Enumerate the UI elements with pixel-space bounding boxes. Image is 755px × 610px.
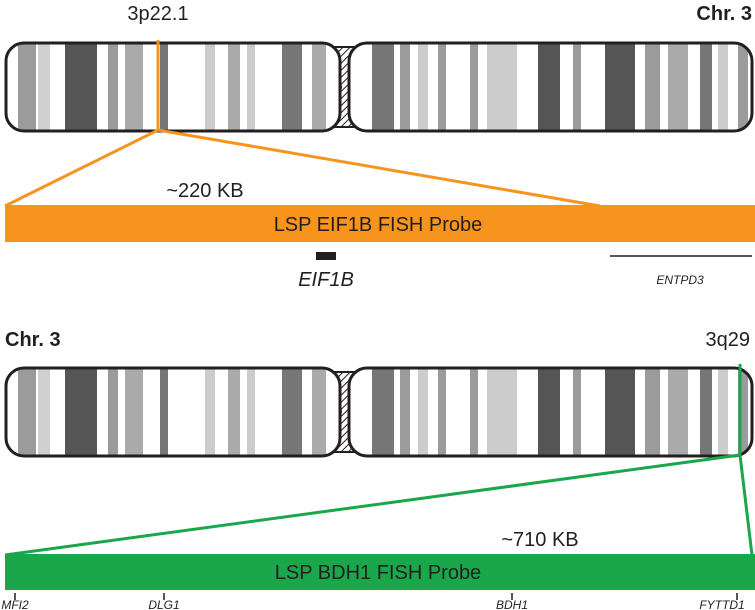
band [205,43,215,131]
chromosome-arm [349,368,752,456]
arm-outline [347,41,754,133]
band [573,43,581,131]
band [65,368,97,456]
gene-label: EIF1B [298,269,354,291]
band [18,368,36,456]
band-label: 3q29 [706,329,751,351]
band [312,368,326,456]
zoom-lines [4,128,601,208]
probe-bar [5,554,755,590]
band [125,368,143,456]
probe-name: LSP BDH1 FISH Probe [275,562,481,584]
band [400,368,410,456]
gene-label: DLG1 [148,598,179,610]
band [247,368,255,456]
arm-outline [4,366,342,458]
band [573,368,581,456]
band [438,43,446,131]
band [228,368,240,456]
band [645,368,660,456]
band [470,43,478,131]
band [282,368,302,456]
band [538,368,560,456]
band-label: 3p22.1 [127,3,188,25]
chromosome-arm [6,43,340,131]
chromosome [4,366,754,458]
chromosome-arm [349,43,752,131]
band [668,368,688,456]
band [718,368,728,456]
chromosome [4,41,754,133]
band [538,43,560,131]
band [438,368,446,456]
band [487,368,517,456]
band [372,368,394,456]
band [125,43,143,131]
band [668,43,688,131]
band [738,43,748,131]
probe-bar [5,205,755,242]
chromosome-arm [6,368,340,456]
gene-mark [316,252,336,260]
band [38,368,50,456]
band [700,43,712,131]
gene-label: MFI2 [1,598,29,610]
band [418,43,428,131]
band [282,43,302,131]
band [738,368,748,456]
chromosome-label: Chr. 3 [696,3,752,25]
band [108,43,118,131]
band [605,368,635,456]
band [418,368,428,456]
arm-outline [347,366,754,458]
band [470,368,478,456]
band [160,368,168,456]
chromosome-label: Chr. 3 [5,329,61,351]
probe-size: ~220 KB [166,180,243,202]
band [700,368,712,456]
band [38,43,50,131]
band [718,43,728,131]
band [312,43,326,131]
band [605,43,635,131]
gene-label: ENTPD3 [656,273,704,287]
band [372,43,394,131]
band [65,43,97,131]
gene-ticks [14,593,738,600]
gene-label: FYTTD1 [699,598,744,610]
band [487,43,517,131]
gene-label: BDH1 [496,598,528,610]
band [18,43,36,131]
probe-size: ~710 KB [501,529,578,551]
band [160,43,168,131]
band [108,368,118,456]
band [645,43,660,131]
band [400,43,410,131]
arm-outline [4,41,342,133]
probe-name: LSP EIF1B FISH Probe [274,214,483,236]
band [247,43,255,131]
band [205,368,215,456]
band [228,43,240,131]
zoom-lines [4,453,754,557]
